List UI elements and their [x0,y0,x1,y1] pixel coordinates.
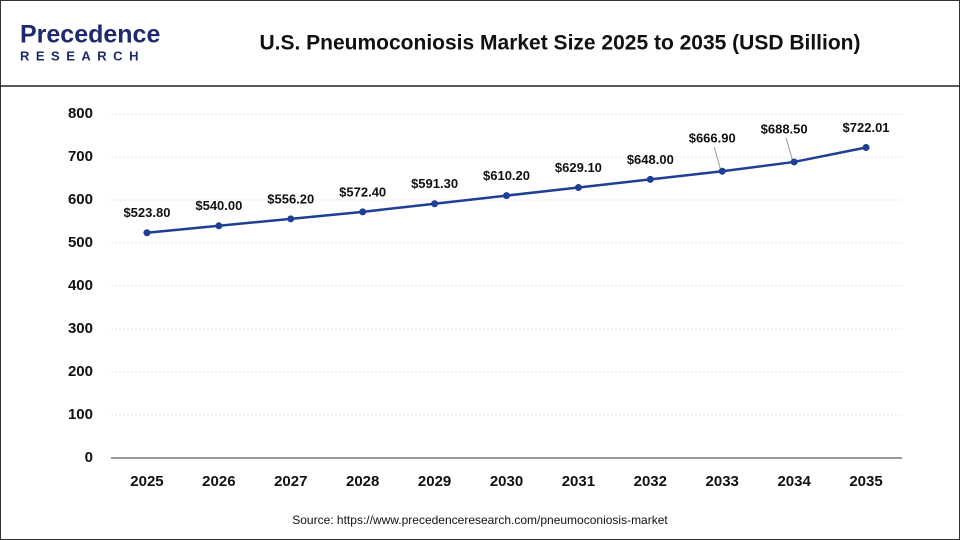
point [718,167,726,175]
y-tick-label: 500 [68,234,93,251]
value-label: $648.00 [627,152,674,167]
point [359,208,367,216]
point [287,215,295,223]
y-tick-label: 600 [68,191,93,208]
value-label: $722.01 [843,120,890,135]
y-tick-label: 0 [85,449,93,466]
y-tick-label: 800 [68,105,93,122]
x-tick-label: 2031 [562,473,595,490]
logo-tagline: RESEARCH [20,48,145,63]
point [574,183,582,191]
value-label: $591.30 [411,176,458,191]
source: Source: https://www.precedenceresearch.c… [292,513,668,527]
point [215,222,223,230]
x-tick-label: 2027 [274,473,307,490]
y-tick-label: 400 [68,277,93,294]
x-tick-label: 2034 [777,473,811,490]
value-label: $572.40 [339,184,386,199]
point [431,200,439,208]
chart-title: U.S. Pneumoconiosis Market Size 2025 to … [259,32,860,55]
point [862,144,870,152]
value-label: $688.50 [761,121,808,136]
x-tick-label: 2026 [202,473,235,490]
point [646,175,654,183]
point [143,229,151,237]
leader-line [713,147,721,169]
value-label: $556.20 [267,191,314,206]
x-tick-label: 2028 [346,473,379,490]
x-tick-label: 2032 [634,473,667,490]
y-tick-label: 700 [68,148,93,165]
x-tick-label: 2033 [706,473,739,490]
value-label: $610.20 [483,168,530,183]
logo-name: Precedence [20,21,160,49]
x-tick-label: 2035 [849,473,882,490]
y-tick-label: 200 [68,363,93,380]
leader-line [785,137,793,160]
value-label: $666.90 [689,131,736,146]
x-tick-label: 2030 [490,473,523,490]
y-tick-label: 300 [68,320,93,337]
value-label: $523.80 [123,205,170,220]
point [790,158,798,166]
y-tick-label: 100 [68,406,93,423]
value-label: $540.00 [195,198,242,213]
point [503,192,510,200]
x-tick-label: 2025 [130,473,163,490]
x-tick-label: 2029 [418,473,451,490]
value-label: $629.10 [555,160,602,175]
